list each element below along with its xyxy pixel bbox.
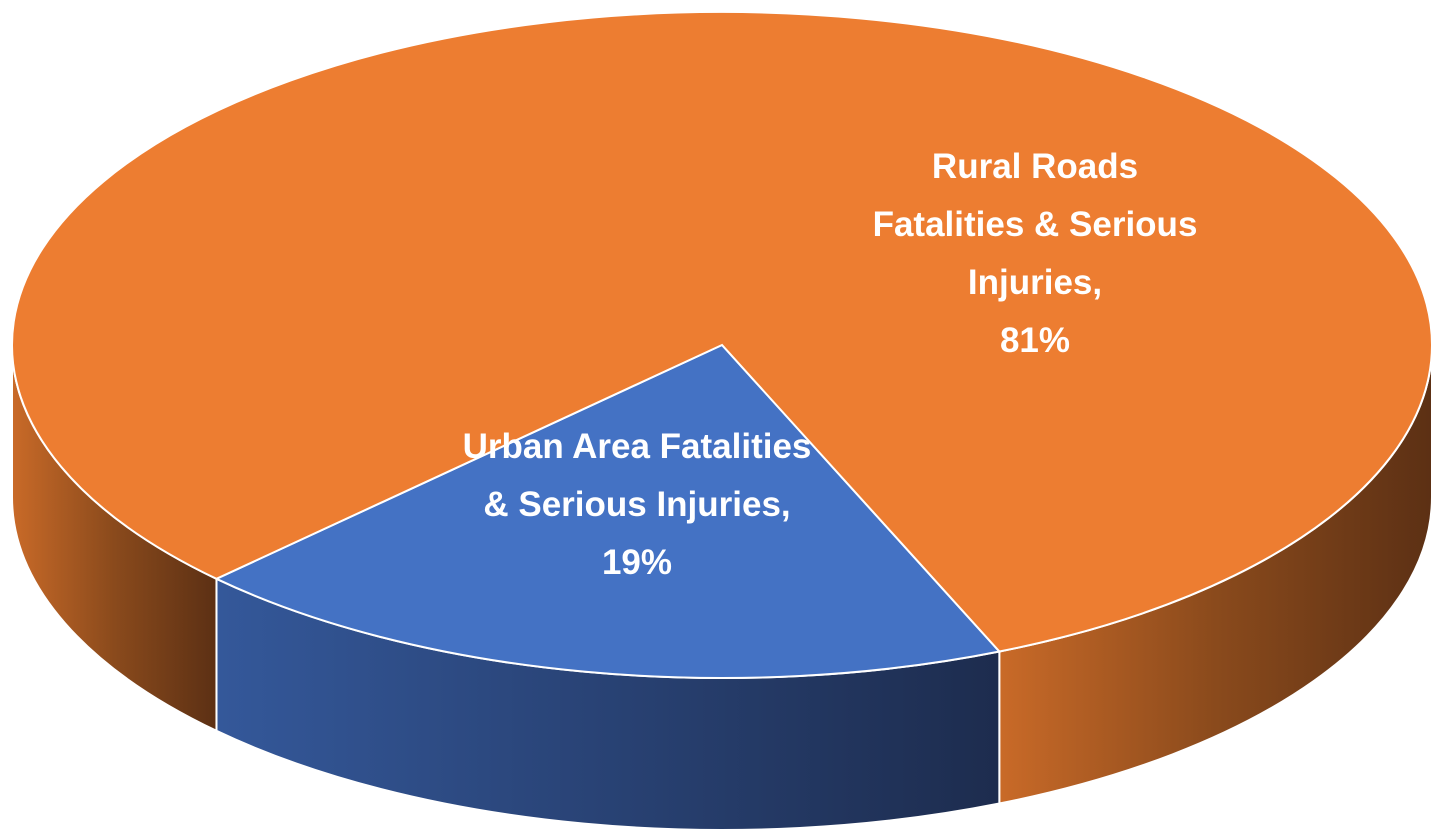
slice — [214, 343, 1002, 679]
slice — [11, 11, 1433, 653]
data-label: Rural Roads Fatalities & Serious Injurie… — [860, 138, 1210, 370]
category-label: Rural Roads Fatalities & Serious Injurie… — [872, 147, 1198, 302]
category-label: Urban Area Fatalities & Serious Injuries… — [462, 427, 812, 524]
value-label: 19% — [601, 543, 673, 582]
value-label: 81% — [999, 321, 1071, 360]
data-label: Urban Area Fatalities & Serious Injuries… — [462, 418, 812, 592]
